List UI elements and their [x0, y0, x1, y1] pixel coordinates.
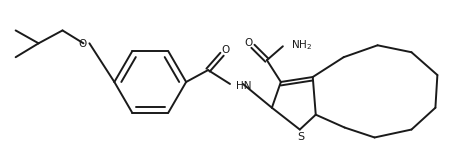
Text: HN: HN [236, 81, 252, 91]
Text: O: O [245, 38, 253, 48]
Text: NH$_2$: NH$_2$ [291, 38, 312, 52]
Text: O: O [78, 39, 87, 49]
Text: O: O [221, 45, 229, 55]
Text: S: S [297, 133, 304, 142]
